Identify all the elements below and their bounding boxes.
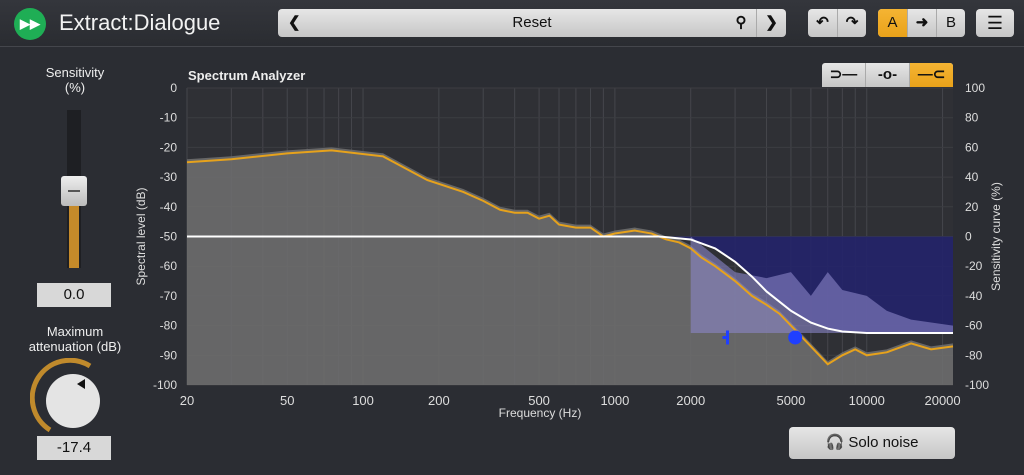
x-tick-label: 1000: [600, 393, 629, 408]
y-right-tick-label: 40: [965, 170, 979, 184]
y-left-axis-label: Spectral level (dB): [134, 187, 148, 285]
y-left-tick-label: -50: [160, 230, 178, 244]
x-tick-label: 20: [180, 393, 194, 408]
attenuation-label: Maximum attenuation (dB): [10, 324, 140, 354]
y-left-tick-label: -20: [160, 140, 178, 154]
y-right-tick-label: -100: [965, 378, 989, 392]
sensitivity-label: Sensitivity (%): [20, 65, 130, 95]
knob-body: [46, 374, 100, 428]
y-left-tick-label: -60: [160, 259, 178, 273]
y-left-tick-label: -70: [160, 289, 178, 303]
y-right-axis-label: Sensitivity curve (%): [989, 182, 1003, 291]
search-icon[interactable]: ⚲: [735, 14, 747, 31]
preset-bar: ❮ Reset ⚲ ❯: [278, 9, 786, 37]
attenuation-knob[interactable]: [30, 358, 110, 438]
chevron-left-icon[interactable]: ❮: [288, 14, 301, 31]
fast-forward-icon: ▶▶: [14, 8, 46, 40]
sensitivity-slider[interactable]: [61, 110, 87, 268]
y-left-tick-label: -90: [160, 348, 178, 362]
x-tick-label: 20000: [924, 393, 960, 408]
list-icon[interactable]: ☰: [976, 9, 1014, 37]
redo-icon[interactable]: ↷: [837, 9, 866, 37]
y-left-tick-label: -40: [160, 200, 178, 214]
slider-handle[interactable]: [61, 176, 87, 206]
top-bar: ▶▶ Extract:Dialogue ❮ Reset ⚲ ❯ ↶ ↷ A ➜ …: [0, 0, 1024, 47]
x-tick-label: 2000: [676, 393, 705, 408]
headphones-icon: 🎧: [825, 434, 845, 451]
y-left-tick-label: -30: [160, 170, 178, 184]
arrow-right-icon[interactable]: ➜: [907, 9, 936, 37]
x-tick-label: 100: [352, 393, 374, 408]
filter-mode-group: ⊃— -o- —⊂: [822, 63, 953, 87]
attenuation-value[interactable]: -17.4: [37, 436, 111, 460]
b-button[interactable]: B: [936, 9, 965, 37]
y-right-tick-label: -60: [965, 319, 983, 333]
sensitivity-value[interactable]: 0.0: [37, 283, 111, 307]
y-right-tick-label: 100: [965, 81, 985, 95]
y-right-tick-label: -20: [965, 259, 983, 273]
sensitivity-label-1: Sensitivity: [45, 65, 105, 80]
y-right-tick-label: -40: [965, 289, 983, 303]
frequency-handle-dot: [788, 330, 803, 345]
y-right-tick-label: 60: [965, 140, 979, 154]
knob-pointer: [77, 379, 85, 389]
undo-redo-group: ↶ ↷: [808, 9, 866, 37]
preset-name[interactable]: Reset: [512, 14, 552, 31]
ab-compare-group: A ➜ B: [878, 9, 965, 37]
undo-icon[interactable]: ↶: [816, 14, 829, 31]
spectrum-line: [186, 149, 954, 366]
y-left-tick-label: -10: [160, 111, 178, 125]
sensitivity-label-2: (%): [64, 80, 86, 95]
y-right-tick-label: 80: [965, 111, 979, 125]
high-shelf-icon[interactable]: —⊂: [909, 63, 953, 87]
noise-spectrum: [690, 236, 953, 334]
attenuation-label-2: attenuation (dB): [28, 339, 122, 354]
low-shelf-icon[interactable]: ⊃—: [829, 66, 858, 83]
x-tick-label: 500: [528, 393, 550, 408]
app-title: Extract:Dialogue: [59, 10, 221, 35]
attenuation-label-1: Maximum: [46, 324, 104, 339]
y-right-tick-label: -80: [965, 348, 983, 362]
a-button[interactable]: A: [878, 9, 907, 37]
chevron-right-icon[interactable]: ❯: [756, 9, 786, 37]
sensitivity-curve: [187, 235, 953, 335]
knob-arc: [30, 358, 92, 433]
slider-fill: [69, 190, 79, 268]
y-left-tick-label: 0: [170, 81, 177, 95]
bell-icon[interactable]: -o-: [865, 63, 909, 87]
x-axis-label: Frequency (Hz): [499, 406, 582, 420]
x-tick-label: 5000: [776, 393, 805, 408]
y-left-tick-label: -80: [160, 319, 178, 333]
x-tick-label: 10000: [849, 393, 885, 408]
y-left-tick-label: -100: [153, 378, 177, 392]
y-right-tick-label: 20: [965, 200, 979, 214]
solo-noise-label: Solo noise: [848, 434, 919, 451]
x-tick-label: 50: [280, 393, 294, 408]
solo-noise-button[interactable]: 🎧 Solo noise: [789, 427, 955, 459]
x-tick-label: 200: [428, 393, 450, 408]
analyzer-title: Spectrum Analyzer: [188, 68, 306, 83]
y-right-tick-label: 0: [965, 230, 972, 244]
frequency-handle-bar: [722, 330, 730, 345]
